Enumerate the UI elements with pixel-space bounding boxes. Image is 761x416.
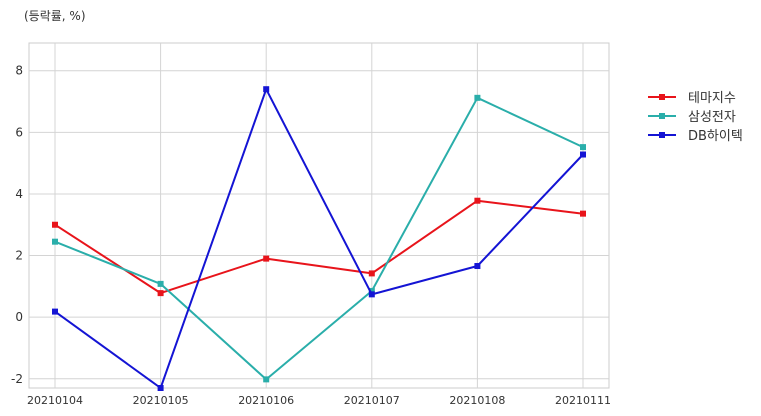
x-tick-label: 20210111 — [555, 394, 611, 407]
y-tick-label: 0 — [15, 310, 23, 324]
legend-label: 테마지수 — [688, 91, 736, 106]
y-tick-label: -2 — [11, 372, 23, 386]
x-tick-label: 20210105 — [133, 394, 189, 407]
y-tick-label: 6 — [15, 125, 23, 139]
data-point — [368, 287, 375, 294]
data-point — [157, 290, 164, 297]
legend-label: DB하이텍 — [688, 129, 743, 144]
x-tick-label: 20210104 — [27, 394, 83, 407]
data-point — [263, 376, 270, 383]
series-line — [54, 96, 584, 381]
legend-marker — [659, 113, 665, 119]
data-point — [52, 308, 58, 315]
data-point — [157, 385, 164, 391]
legend-label: 삼성전자 — [688, 110, 736, 125]
data-point — [157, 280, 164, 287]
data-point — [580, 210, 586, 217]
data-point — [263, 86, 270, 93]
series — [52, 86, 586, 391]
plot-frame — [28, 42, 610, 389]
axes-layer: -2 0 2 4 6 8 20210104 20210105 20210106 20210107 2… — [11, 64, 611, 407]
unit-label: (등락률, %) — [24, 9, 86, 23]
data-point — [580, 151, 586, 158]
y-tick-label: 4 — [15, 187, 23, 201]
data-point — [474, 263, 481, 270]
data-point — [474, 197, 481, 204]
data-point — [263, 255, 270, 262]
y-tick-label: 8 — [15, 64, 23, 78]
y-tick-label: 2 — [15, 249, 23, 263]
grid-layer — [28, 42, 610, 389]
data-point — [368, 291, 375, 298]
data-point — [52, 221, 58, 228]
series — [52, 94, 586, 383]
series-layer — [52, 86, 586, 391]
series — [52, 197, 586, 297]
series-line — [54, 199, 584, 295]
x-tick-label: 20210107 — [344, 394, 400, 407]
legend-item: 테마지수 — [648, 91, 736, 106]
data-point — [52, 238, 58, 245]
x-tick-label: 20210108 — [449, 394, 505, 407]
x-tick-label: 20210106 — [238, 394, 294, 407]
data-point — [474, 94, 481, 101]
legend-item: 삼성전자 — [648, 110, 736, 125]
legend-marker — [659, 132, 665, 138]
legend-item: DB하이텍 — [648, 129, 743, 144]
legend-marker — [659, 94, 665, 100]
data-point — [580, 144, 586, 151]
data-point — [368, 270, 375, 277]
series-line — [54, 88, 584, 389]
